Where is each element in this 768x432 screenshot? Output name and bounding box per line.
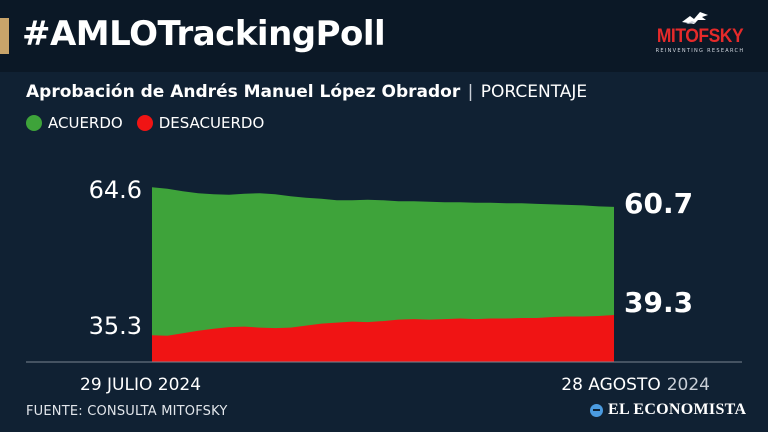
- start-label-acuerdo: 64.6: [89, 176, 142, 204]
- end-label-desacuerdo: 39.3: [624, 286, 693, 319]
- hashtag-title: #AMLOTrackingPoll: [22, 14, 386, 54]
- legend: ACUERDO DESACUERDO: [26, 114, 264, 132]
- chart-subtitle: Aprobación de Andrés Manuel López Obrado…: [26, 82, 587, 102]
- legend-item-acuerdo: ACUERDO: [26, 114, 123, 132]
- area-desacuerdo: [152, 315, 614, 362]
- x-tick-end: 28 AGOSTO 2024: [561, 375, 710, 395]
- x-tick-start: 29 JULIO 2024: [80, 375, 201, 395]
- bird-icon: [682, 12, 708, 24]
- x-tick-end-main: 28 AGOSTO: [561, 375, 660, 395]
- footer-brand: EL ECONOMISTA: [590, 401, 746, 419]
- footer-brand-label: EL ECONOMISTA: [608, 401, 747, 418]
- legend-dot-acuerdo: [26, 115, 42, 131]
- subtitle-title: Aprobación de Andrés Manuel López Obrado…: [26, 82, 461, 102]
- footer-source: FUENTE: CONSULTA MITOFSKY: [26, 404, 228, 419]
- mitofsky-logo: MITOFSKY REINVENTING RESEARCH: [652, 10, 748, 62]
- header-band: #AMLOTrackingPoll MITOFSKY REINVENTING R…: [0, 0, 768, 72]
- legend-label-desacuerdo: DESACUERDO: [158, 114, 265, 132]
- el-economista-icon: [590, 403, 603, 417]
- legend-dot-desacuerdo: [136, 115, 153, 131]
- area-acuerdo: [152, 187, 614, 362]
- legend-item-desacuerdo: DESACUERDO: [136, 114, 265, 132]
- x-tick-end-year: 2024: [667, 375, 710, 395]
- subtitle-unit: PORCENTAJE: [480, 82, 588, 102]
- logo-name: MITOFSKY: [656, 26, 744, 47]
- subtitle-separator: |: [467, 82, 474, 102]
- end-label-acuerdo: 60.7: [624, 187, 693, 220]
- legend-label-acuerdo: ACUERDO: [48, 114, 123, 132]
- start-label-desacuerdo: 35.3: [89, 312, 142, 340]
- logo-tagline: REINVENTING RESEARCH: [655, 48, 745, 54]
- accent-bar: [0, 18, 9, 54]
